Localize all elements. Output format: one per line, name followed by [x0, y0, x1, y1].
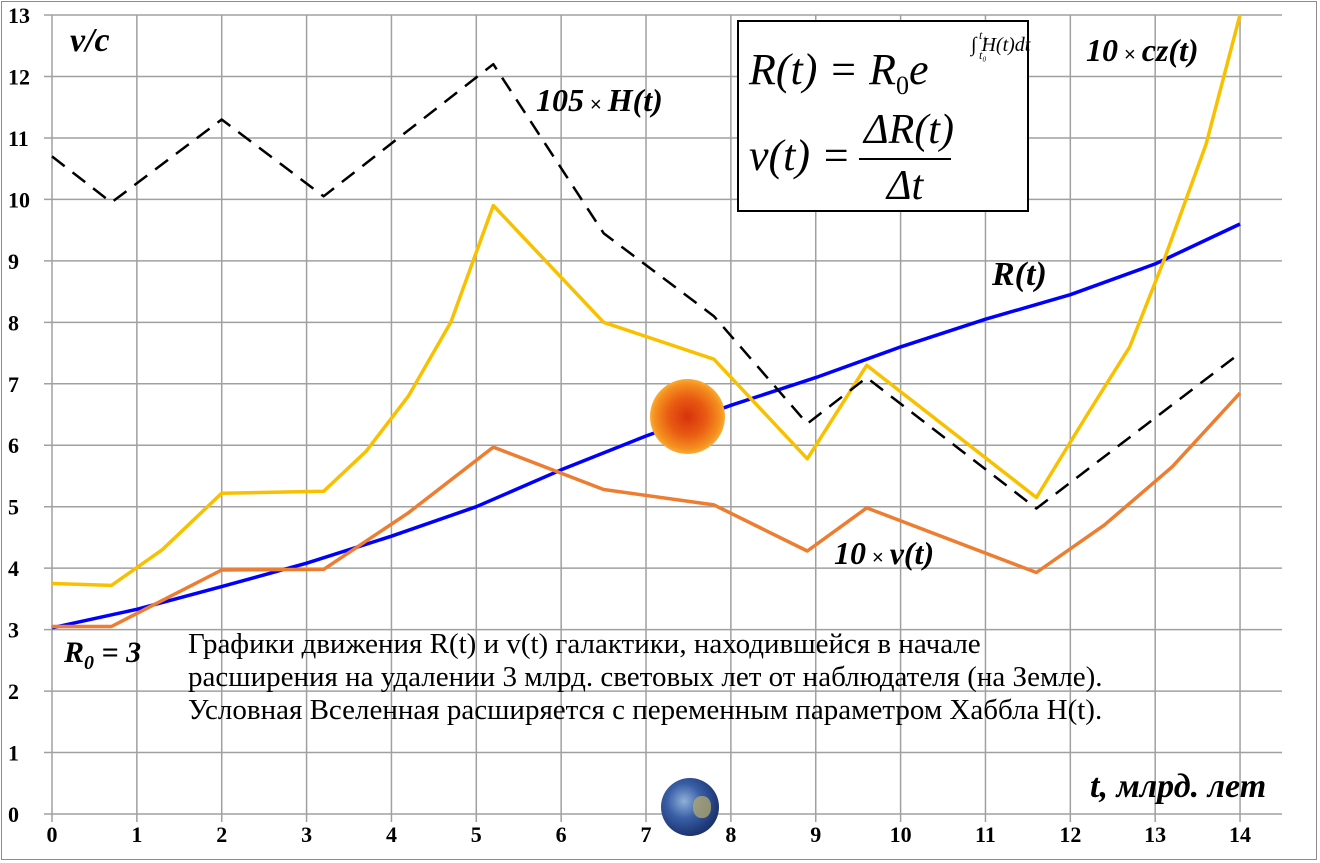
- formula-v-denominator: Δt: [886, 163, 924, 209]
- y-tick-label: 11: [8, 126, 29, 151]
- x-tick-label: 8: [725, 822, 736, 847]
- x-tick-label: 4: [386, 822, 397, 847]
- y-tick-label: 9: [8, 249, 19, 274]
- r0-value: = 3: [101, 636, 142, 669]
- x-tick-label: 9: [810, 822, 821, 847]
- x-tick-label: 3: [301, 822, 312, 847]
- x-tick-label: 0: [47, 822, 58, 847]
- y-tick-label: 2: [8, 679, 19, 704]
- formula-integral: ∫ H(t)dt: [971, 34, 1031, 56]
- series-lines: [51, 14, 1242, 630]
- h-coef: 105: [536, 82, 584, 118]
- r0-symbol: R: [64, 636, 85, 669]
- sun-icon: [650, 379, 725, 454]
- formula-r0-sub: 0: [895, 70, 909, 100]
- x-tick-label: 6: [556, 822, 567, 847]
- x-tick-label: 10: [890, 822, 912, 847]
- x-tick-label: 11: [975, 822, 996, 847]
- formula-exponent: t₁ t₀ ∫ H(t)dt: [971, 28, 1031, 62]
- series-line-0: [51, 62, 1241, 510]
- y-tick-label: 0: [8, 802, 19, 827]
- formula-fraction-bar: [859, 158, 951, 160]
- formula-r: R(t) = R0e t₁ t₀ ∫ H(t)dt: [749, 28, 1030, 101]
- series-line-2: [52, 391, 1242, 629]
- y-axis-label: v/c: [70, 22, 110, 59]
- x-tick-label: 13: [1144, 822, 1166, 847]
- cz-series-label: 10 × cz(t): [1086, 32, 1199, 69]
- earth-icon: [661, 778, 719, 836]
- times-sign: ×: [872, 547, 884, 569]
- x-tick-label: 5: [471, 822, 482, 847]
- times-sign: ×: [1124, 44, 1136, 66]
- chart-caption: Графики движения R(t) и v(t) галактики, …: [188, 628, 1103, 727]
- y-tick-label: 10: [8, 187, 30, 212]
- series-line-1: [51, 14, 1242, 588]
- formula-v-numerator: ΔR(t): [864, 107, 954, 153]
- h-name: H(t): [607, 82, 663, 118]
- formula-e: e: [908, 45, 929, 94]
- y-tick-label: 4: [8, 556, 19, 581]
- y-tick-label: 5: [8, 495, 19, 520]
- y-tick-label: 7: [8, 372, 19, 397]
- times-sign: ×: [590, 94, 602, 116]
- x-tick-label: 12: [1059, 822, 1081, 847]
- y-tick-label: 1: [8, 741, 19, 766]
- v-coef: 10: [834, 535, 866, 571]
- r0-annotation: R0 = 3: [64, 636, 141, 675]
- r0-subscript: 0: [84, 652, 95, 674]
- x-tick-label: 7: [641, 822, 652, 847]
- v-series-label: 10 × v(t): [834, 535, 934, 572]
- x-tick-label: 1: [131, 822, 142, 847]
- caption-line-3: Условная Вселенная расширяется с перемен…: [188, 694, 1103, 726]
- x-tick-label: 2: [216, 822, 227, 847]
- formula-v-lhs: v(t) =: [749, 131, 851, 180]
- formula-limit-bottom: t₀: [979, 48, 987, 62]
- r-series-label: R(t): [992, 256, 1047, 293]
- y-tick-label: 13: [8, 3, 30, 28]
- series-line-3: [51, 222, 1241, 630]
- h-series-label: 105 × H(t): [536, 82, 663, 119]
- formula-box: R(t) = R0e t₁ t₀ ∫ H(t)dt v(t) = ΔR(t) Δ…: [737, 20, 1030, 212]
- caption-line-2: расширения на удалении 3 млрд. световых …: [188, 661, 1103, 693]
- caption-line-1: Графики движения R(t) и v(t) галактики, …: [188, 628, 981, 660]
- y-tick-label: 6: [8, 433, 19, 458]
- x-axis-label: t, млрд. лет: [1090, 768, 1267, 805]
- formula-r-lhs: R(t) = R: [749, 45, 896, 94]
- y-tick-label: 3: [8, 618, 19, 643]
- x-tick-label: 14: [1229, 822, 1251, 847]
- v-name: v(t): [889, 535, 935, 571]
- y-tick-label: 12: [8, 64, 30, 89]
- y-tick-label: 8: [8, 310, 19, 335]
- formula-limit-top: t₁: [979, 28, 987, 42]
- cz-coef: 10: [1086, 32, 1118, 68]
- cz-name: cz(t): [1141, 32, 1199, 68]
